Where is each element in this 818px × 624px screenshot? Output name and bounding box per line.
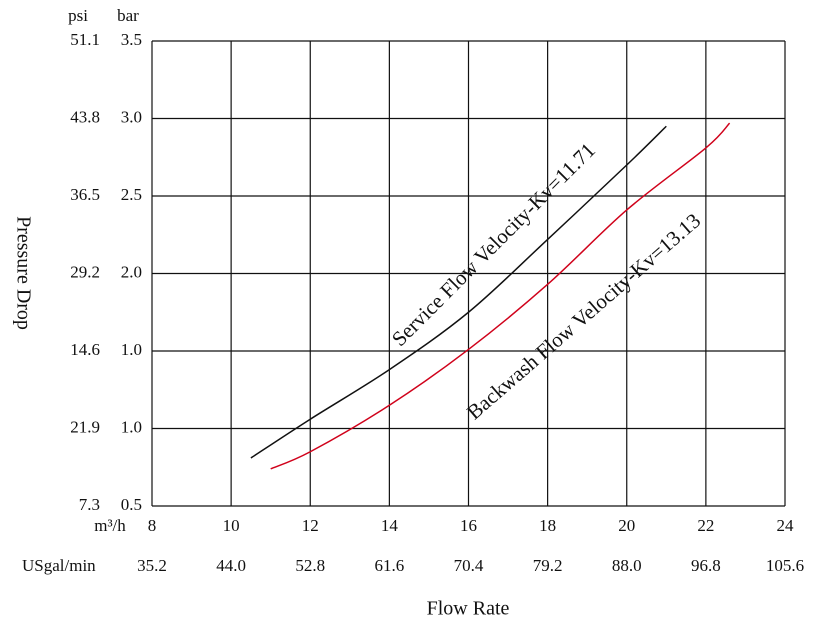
- x2-unit: USgal/min: [22, 556, 96, 575]
- x2-tick-label: 79.2: [533, 556, 563, 575]
- y-tick-label: 1.0: [121, 417, 142, 436]
- y-axis-title: Pressure Drop: [12, 216, 34, 330]
- x-tick-label: 18: [539, 516, 556, 535]
- y-tick-label: 3.5: [121, 30, 142, 49]
- x2-tick-label: 70.4: [454, 556, 484, 575]
- x-tick-label: 22: [697, 516, 714, 535]
- y2-tick-label: 51.1: [70, 30, 100, 49]
- x-tick-label: 8: [148, 516, 157, 535]
- x2-tick-label: 44.0: [216, 556, 246, 575]
- x-tick-label: 10: [223, 516, 240, 535]
- y2-tick-label: 21.9: [70, 417, 100, 436]
- x-tick-label: 12: [302, 516, 319, 535]
- x-tick-label: 20: [618, 516, 635, 535]
- y2-tick-label: 36.5: [70, 185, 100, 204]
- y-tick-label: 3.0: [121, 107, 142, 126]
- y-tick-label: 1.0: [121, 340, 142, 359]
- x-unit: m³/h: [94, 516, 126, 535]
- x-tick-label: 24: [777, 516, 795, 535]
- y-tick-label: 2.5: [121, 185, 142, 204]
- y-tick-label: 2.0: [121, 262, 142, 281]
- x2-tick-label: 105.6: [766, 556, 804, 575]
- x2-tick-label: 61.6: [375, 556, 405, 575]
- y2-unit: psi: [68, 6, 88, 25]
- y2-tick-label: 43.8: [70, 107, 100, 126]
- x-axis-title: Flow Rate: [427, 598, 510, 620]
- x-tick-label: 16: [460, 516, 477, 535]
- x2-tick-label: 88.0: [612, 556, 642, 575]
- x2-tick-label: 96.8: [691, 556, 721, 575]
- y-unit: bar: [117, 6, 139, 25]
- x-tick-label: 14: [381, 516, 399, 535]
- y2-tick-label: 29.2: [70, 262, 100, 281]
- y-tick-label: 0.5: [121, 495, 142, 514]
- x2-tick-label: 52.8: [295, 556, 325, 575]
- y2-tick-label: 14.6: [70, 340, 100, 359]
- x2-tick-label: 35.2: [137, 556, 167, 575]
- series-line: [270, 122, 731, 470]
- y2-tick-label: 7.3: [79, 495, 100, 514]
- series-line: [250, 125, 667, 459]
